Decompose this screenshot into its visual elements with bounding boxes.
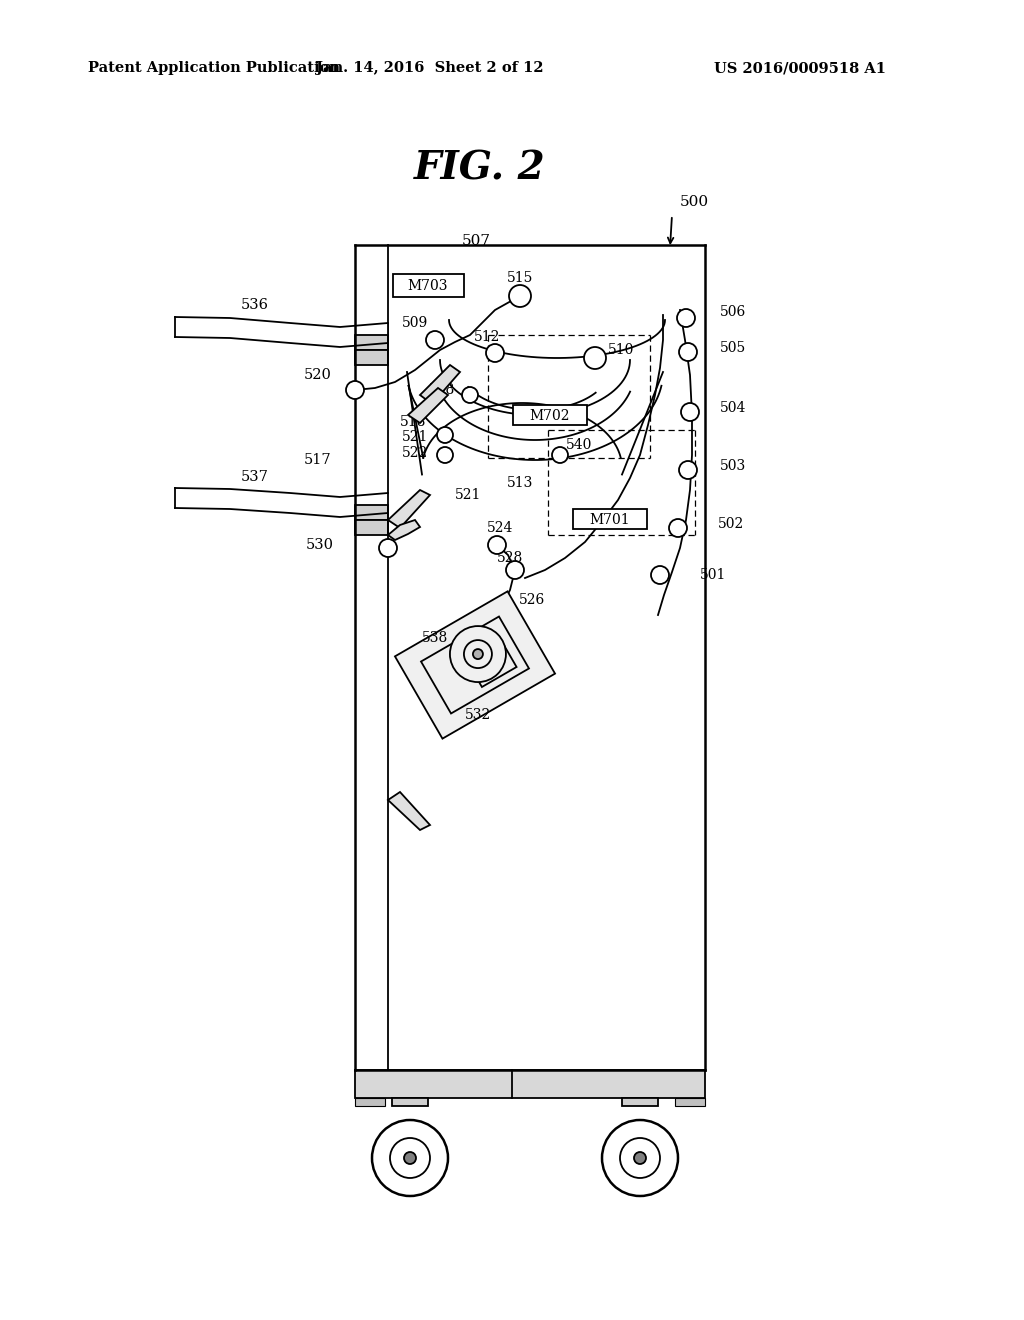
Text: 530: 530 (306, 539, 334, 552)
FancyBboxPatch shape (392, 273, 464, 297)
Circle shape (620, 1138, 660, 1177)
Bar (355, 335, 388, 350)
Text: 501: 501 (700, 568, 726, 582)
Circle shape (681, 403, 699, 421)
Text: 505: 505 (720, 341, 746, 355)
Circle shape (390, 1138, 430, 1177)
Bar (355, 1098, 385, 1106)
Circle shape (669, 519, 687, 537)
Text: 518: 518 (399, 414, 426, 429)
Polygon shape (388, 490, 430, 528)
Bar (355, 350, 388, 366)
Circle shape (450, 626, 506, 682)
Circle shape (437, 447, 453, 463)
Text: 506: 506 (720, 305, 746, 319)
Text: US 2016/0009518 A1: US 2016/0009518 A1 (714, 61, 886, 75)
FancyBboxPatch shape (573, 510, 647, 529)
Text: 522: 522 (401, 446, 428, 459)
Text: 508: 508 (429, 383, 455, 397)
Text: 526: 526 (519, 593, 545, 607)
Bar (355, 520, 388, 535)
Bar (355, 1071, 705, 1098)
Circle shape (462, 387, 478, 403)
Text: 521: 521 (455, 488, 481, 502)
Text: 537: 537 (241, 470, 269, 484)
Circle shape (473, 649, 483, 659)
Text: FIG. 2: FIG. 2 (414, 149, 546, 187)
Text: M701: M701 (590, 513, 631, 527)
Text: 524: 524 (486, 521, 513, 535)
Polygon shape (420, 366, 460, 404)
Text: 504: 504 (720, 401, 746, 414)
Text: 513: 513 (507, 477, 534, 490)
Circle shape (437, 426, 453, 444)
Circle shape (372, 1119, 449, 1196)
Text: 500: 500 (680, 195, 710, 209)
Circle shape (584, 347, 606, 370)
Circle shape (346, 381, 364, 399)
Polygon shape (395, 591, 555, 739)
Circle shape (506, 561, 524, 579)
Bar (392, 1098, 428, 1106)
Text: 521: 521 (401, 430, 428, 444)
Circle shape (634, 1152, 646, 1164)
Circle shape (552, 447, 568, 463)
Bar (355, 506, 388, 520)
Text: Jan. 14, 2016  Sheet 2 of 12: Jan. 14, 2016 Sheet 2 of 12 (316, 61, 544, 75)
Polygon shape (388, 520, 420, 540)
Text: M703: M703 (408, 279, 449, 293)
Circle shape (651, 566, 669, 583)
FancyBboxPatch shape (513, 405, 587, 425)
Text: 502: 502 (718, 517, 744, 531)
Text: 532: 532 (465, 708, 492, 722)
Circle shape (509, 285, 531, 308)
Circle shape (679, 461, 697, 479)
Text: 509: 509 (401, 315, 428, 330)
Text: 512: 512 (474, 330, 500, 345)
Circle shape (426, 331, 444, 348)
Bar (675, 1098, 705, 1106)
Text: 515: 515 (507, 271, 534, 285)
Polygon shape (408, 388, 449, 422)
Circle shape (404, 1152, 416, 1164)
Text: 507: 507 (462, 234, 490, 248)
Text: 520: 520 (304, 368, 332, 381)
Text: 538: 538 (422, 631, 449, 645)
Text: 540: 540 (566, 438, 592, 451)
Text: 536: 536 (241, 298, 269, 312)
Text: Patent Application Publication: Patent Application Publication (88, 61, 340, 75)
Text: 503: 503 (720, 459, 746, 473)
Bar (622, 1098, 658, 1106)
Polygon shape (388, 792, 430, 830)
Text: M702: M702 (529, 409, 570, 422)
Circle shape (677, 309, 695, 327)
Circle shape (679, 343, 697, 360)
Circle shape (486, 345, 504, 362)
Circle shape (379, 539, 397, 557)
Text: 517: 517 (304, 453, 332, 467)
Circle shape (464, 640, 492, 668)
Text: 528: 528 (497, 550, 523, 565)
Circle shape (488, 536, 506, 554)
Text: 510: 510 (608, 343, 635, 356)
Circle shape (602, 1119, 678, 1196)
